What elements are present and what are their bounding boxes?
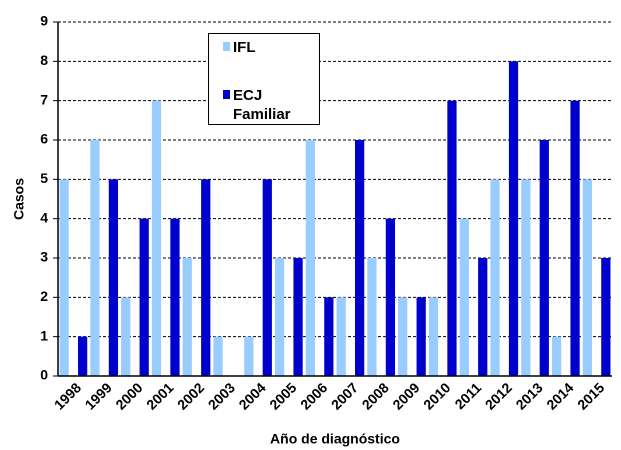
bar bbox=[490, 179, 500, 376]
x-tick-label: 2002 bbox=[174, 379, 207, 412]
bar bbox=[78, 336, 88, 376]
bar bbox=[213, 336, 223, 376]
y-tick-label: 8 bbox=[40, 52, 48, 68]
x-tick-label: 2012 bbox=[482, 379, 515, 412]
x-tick-label: 2007 bbox=[328, 379, 361, 412]
legend-swatch bbox=[223, 42, 230, 51]
bar bbox=[182, 258, 192, 376]
bar bbox=[459, 218, 469, 376]
bar bbox=[582, 179, 592, 376]
bar bbox=[201, 179, 211, 376]
bar bbox=[244, 336, 254, 376]
x-tick-label: 2005 bbox=[266, 379, 299, 412]
legend: IFL ECJ Familiar bbox=[208, 33, 320, 125]
bar bbox=[398, 297, 408, 376]
y-tick-label: 2 bbox=[40, 288, 48, 304]
bar bbox=[367, 258, 377, 376]
x-tick-label: 1999 bbox=[82, 379, 115, 412]
x-tick-label: 2000 bbox=[112, 379, 145, 412]
bar bbox=[570, 100, 580, 377]
bar bbox=[121, 297, 131, 376]
legend-label: ECJ Familiar bbox=[233, 87, 291, 123]
x-tick-label: 2013 bbox=[512, 379, 545, 412]
bar bbox=[355, 140, 365, 376]
x-tick-label: 2001 bbox=[143, 379, 176, 412]
x-tick-label: 2010 bbox=[420, 379, 453, 412]
bar bbox=[90, 140, 100, 376]
bar bbox=[551, 336, 562, 376]
legend-entry: ECJ Familiar bbox=[223, 86, 293, 124]
y-axis-label: Casos bbox=[11, 178, 27, 220]
x-tick-label: 2004 bbox=[235, 379, 268, 412]
x-axis-label: Año de diagnóstico bbox=[270, 431, 400, 447]
bar bbox=[170, 218, 180, 376]
bar bbox=[539, 140, 549, 376]
x-tick-label: 2015 bbox=[574, 379, 607, 412]
bar bbox=[447, 100, 457, 377]
legend-swatch bbox=[223, 90, 230, 99]
bar bbox=[108, 179, 119, 376]
bar bbox=[324, 297, 334, 376]
bar bbox=[478, 258, 488, 376]
x-tick-label: 2014 bbox=[543, 379, 576, 412]
bar bbox=[151, 100, 162, 377]
x-tick-label: 2006 bbox=[297, 379, 330, 412]
bar bbox=[385, 218, 396, 376]
y-tick-label: 3 bbox=[40, 249, 48, 265]
x-tick-label: 2008 bbox=[359, 379, 392, 412]
y-tick-label: 7 bbox=[40, 91, 48, 107]
x-tick-label: 2011 bbox=[451, 379, 484, 412]
y-tick-label: 9 bbox=[40, 13, 48, 29]
x-tick-label: 1998 bbox=[51, 379, 84, 412]
y-tick-label: 1 bbox=[40, 327, 48, 343]
bar bbox=[262, 179, 272, 376]
legend-entry: IFL bbox=[223, 38, 293, 57]
bar bbox=[139, 218, 149, 376]
bar bbox=[521, 179, 531, 376]
bar bbox=[416, 297, 426, 376]
y-tick-label: 0 bbox=[40, 367, 48, 383]
y-tick-label: 5 bbox=[40, 170, 48, 186]
bar bbox=[274, 258, 285, 376]
bar bbox=[59, 179, 69, 376]
y-tick-label: 4 bbox=[40, 209, 48, 225]
bar bbox=[428, 297, 439, 376]
bar bbox=[508, 61, 519, 376]
bar bbox=[336, 297, 346, 376]
x-tick-label: 2009 bbox=[389, 379, 422, 412]
x-tick-label: 2003 bbox=[205, 379, 238, 412]
legend-label: IFL bbox=[233, 39, 256, 56]
bar bbox=[601, 258, 611, 376]
bar bbox=[305, 140, 315, 376]
bar bbox=[293, 258, 303, 376]
y-tick-label: 6 bbox=[40, 131, 48, 147]
